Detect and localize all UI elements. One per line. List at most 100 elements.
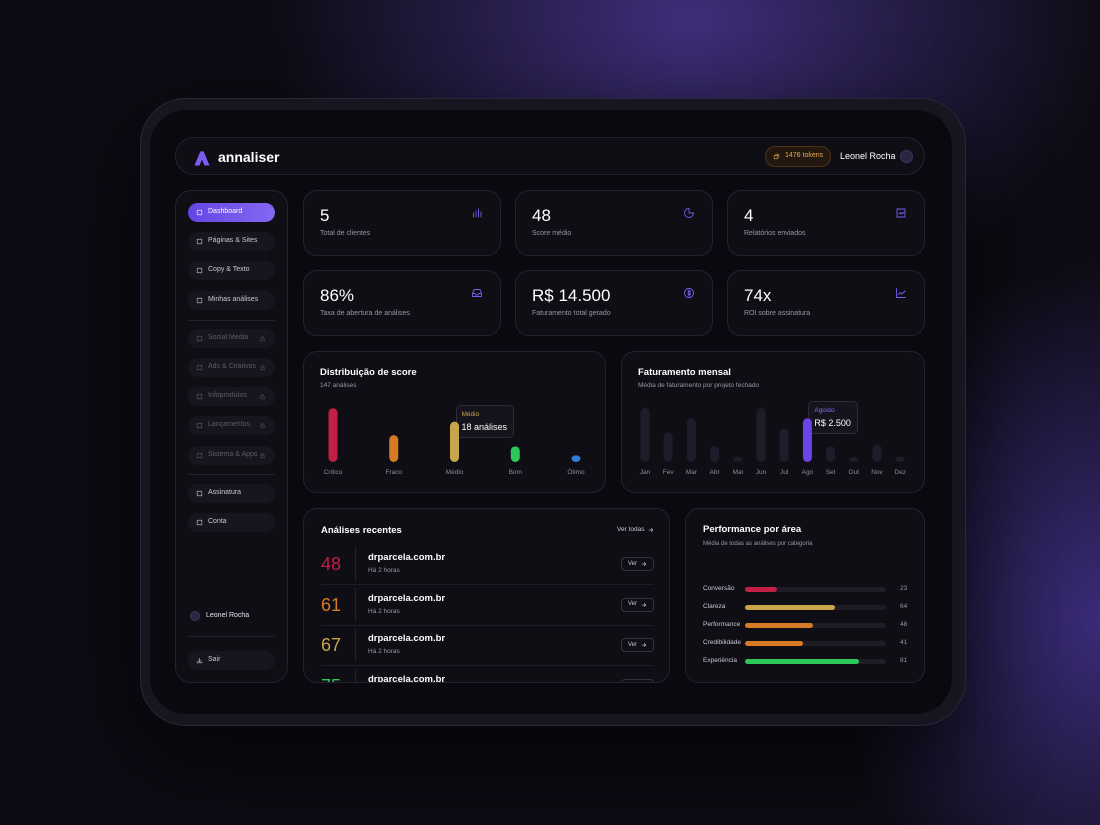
- stat-label: Faturamento total gerado: [532, 310, 611, 317]
- nav-item[interactable]: [188, 512, 275, 532]
- stat-value: 4: [744, 206, 754, 225]
- view-button[interactable]: [621, 557, 654, 571]
- nav-item[interactable]: [188, 483, 275, 503]
- icon: [641, 562, 647, 566]
- nav-label[interactable]: Dashboard: [208, 207, 243, 215]
- icon: [473, 208, 482, 218]
- icon: [196, 519, 203, 525]
- view-label[interactable]: Ver: [628, 601, 638, 607]
- domain: drparcela.com.br: [368, 592, 446, 604]
- icon-path: [648, 528, 654, 532]
- nav-item[interactable]: [188, 357, 275, 377]
- bar: [745, 622, 813, 628]
- icon-path: [260, 393, 265, 399]
- icon-path: [896, 208, 906, 218]
- nav-label[interactable]: Infoprodutos: [208, 391, 247, 399]
- nav-item[interactable]: [188, 415, 275, 435]
- icon-path: [896, 288, 906, 298]
- nav-label[interactable]: Minhas análises: [208, 295, 259, 303]
- icon-path: [260, 452, 265, 458]
- chart-subtitle: 147 análises: [320, 382, 357, 389]
- icon: [196, 393, 203, 399]
- icon: [196, 335, 203, 341]
- icon-path: [196, 238, 203, 244]
- divider: [355, 547, 356, 581]
- tooltip-title: Agosto: [814, 407, 835, 415]
- value-label: 23: [900, 585, 908, 592]
- nav-label[interactable]: Conta: [208, 517, 227, 525]
- icon: [196, 490, 203, 496]
- nav-label[interactable]: Sistema & Apps: [208, 450, 258, 458]
- icon: [196, 452, 203, 458]
- nav-label[interactable]: Social Media: [208, 333, 249, 341]
- value-label: 81: [900, 657, 908, 664]
- nav-item[interactable]: [188, 290, 275, 310]
- view-button[interactable]: [621, 638, 654, 652]
- category-label: Performance: [703, 621, 741, 628]
- score: 75: [321, 676, 341, 683]
- divider: [188, 320, 275, 321]
- nav-item[interactable]: [188, 445, 275, 465]
- icon: [260, 393, 265, 399]
- view-label[interactable]: Ver: [628, 641, 638, 648]
- divider: [188, 636, 275, 637]
- stat-value: 86%: [320, 286, 355, 305]
- nav-item[interactable]: [188, 650, 275, 670]
- nav-label[interactable]: Ads & Criativos: [208, 362, 256, 370]
- view-all[interactable]: Ver todas: [617, 526, 645, 533]
- domain: drparcela.com.br: [368, 633, 446, 644]
- icon: [896, 208, 906, 218]
- icon-path: [196, 519, 203, 525]
- icon-path: [641, 602, 647, 607]
- chart-title: Distribuição de score: [320, 367, 417, 378]
- nav-label[interactable]: Sair: [208, 655, 221, 663]
- view-label[interactable]: Ver: [628, 682, 637, 683]
- row-separator: [321, 624, 654, 626]
- nav-label[interactable]: Lançamentos: [208, 420, 251, 428]
- nav-item[interactable]: [188, 386, 275, 406]
- card-title: Performance por área: [703, 524, 802, 535]
- stat-label: Score médio: [532, 230, 572, 237]
- chart-card: [621, 351, 925, 493]
- icon: [648, 528, 654, 532]
- icon-path: [194, 151, 210, 166]
- stat-card: [303, 190, 501, 256]
- icon: [196, 267, 203, 273]
- tooltip-value: 18 análises: [461, 421, 508, 432]
- nav-item[interactable]: [188, 231, 275, 251]
- icon: [773, 153, 780, 160]
- nav-label[interactable]: Páginas & Sites: [208, 236, 258, 244]
- view-label[interactable]: Ver: [628, 560, 638, 567]
- icon-path: [773, 153, 780, 160]
- nav-item[interactable]: [188, 328, 275, 348]
- icon: [896, 288, 906, 298]
- divider: [355, 628, 356, 662]
- icon: [641, 643, 647, 647]
- track: [745, 640, 886, 646]
- view-button[interactable]: [621, 597, 654, 612]
- stat-label: Total de clientes: [320, 230, 371, 237]
- stat-card: [515, 270, 713, 336]
- time: Há 2 horas: [368, 607, 400, 615]
- avatar: [900, 150, 913, 163]
- icon-path: [641, 562, 647, 566]
- card-title: Análises recentes: [321, 525, 402, 536]
- icon: [196, 297, 203, 303]
- icon: [641, 683, 647, 684]
- tooltip-value: R$ 2.500: [814, 418, 851, 429]
- stat-card: [515, 190, 713, 256]
- stat-value: R$ 14.500: [532, 286, 611, 305]
- nav-label[interactable]: Copy & Texto: [208, 265, 250, 273]
- nav-item[interactable]: [188, 202, 275, 222]
- divider: [355, 587, 356, 622]
- stat-label: Taxa de abertura de análises: [320, 310, 410, 317]
- icon-path: [196, 452, 203, 458]
- nav-label[interactable]: Assinatura: [208, 488, 242, 496]
- tooltip: [808, 401, 859, 435]
- icon: [260, 364, 265, 370]
- view-button[interactable]: [621, 678, 654, 682]
- icon-path: [473, 208, 482, 218]
- nav-item[interactable]: [188, 260, 275, 280]
- token-pill: [765, 146, 831, 167]
